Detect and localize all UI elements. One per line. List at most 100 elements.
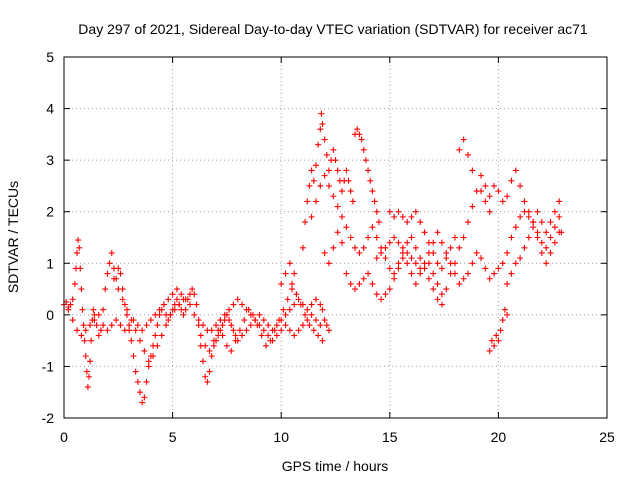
- data-point: [493, 332, 500, 339]
- data-point: [117, 270, 124, 277]
- data-point: [312, 296, 319, 303]
- data-point: [297, 301, 304, 308]
- data-point: [145, 363, 152, 370]
- data-point: [491, 342, 498, 349]
- data-point: [330, 244, 337, 251]
- data-point: [97, 327, 104, 334]
- data-point: [354, 126, 361, 133]
- y-tick-label: 1: [46, 255, 54, 271]
- data-point: [323, 322, 330, 329]
- data-point: [156, 306, 163, 313]
- y-tick-label: 4: [46, 101, 54, 117]
- data-point: [349, 198, 356, 205]
- data-point: [391, 275, 398, 282]
- data-point: [141, 347, 148, 354]
- data-point: [126, 322, 133, 329]
- data-point: [318, 110, 325, 117]
- data-point: [339, 239, 346, 246]
- data-point: [271, 327, 278, 334]
- data-point: [325, 167, 332, 174]
- data-point: [369, 188, 376, 195]
- data-point: [456, 280, 463, 287]
- data-point: [547, 249, 554, 256]
- data-point: [486, 275, 493, 282]
- data-point: [315, 332, 322, 339]
- data-point: [308, 311, 315, 318]
- data-point: [267, 337, 274, 344]
- data-point: [339, 213, 346, 220]
- data-point: [412, 244, 419, 251]
- data-point: [460, 275, 467, 282]
- data-point: [226, 306, 233, 313]
- data-point: [525, 234, 532, 241]
- data-point: [291, 301, 298, 308]
- y-tick-label: 5: [46, 49, 54, 65]
- data-point: [538, 239, 545, 246]
- data-point: [417, 219, 424, 226]
- data-point: [443, 249, 450, 256]
- data-point: [308, 167, 315, 174]
- data-point: [278, 280, 285, 287]
- data-point: [360, 146, 367, 153]
- data-point: [82, 327, 89, 334]
- data-point: [82, 353, 89, 360]
- data-point: [469, 203, 476, 210]
- data-point: [508, 177, 515, 184]
- data-point: [464, 219, 471, 226]
- data-point: [213, 322, 220, 329]
- data-point: [352, 244, 359, 251]
- data-point: [373, 291, 380, 298]
- data-point: [438, 291, 445, 298]
- data-point: [230, 327, 237, 334]
- x-tick-label: 0: [60, 429, 68, 445]
- data-point: [443, 255, 450, 262]
- data-point: [317, 126, 324, 133]
- data-point: [123, 306, 130, 313]
- data-point: [360, 244, 367, 251]
- data-point: [534, 208, 541, 215]
- data-point: [360, 275, 367, 282]
- data-point: [117, 322, 124, 329]
- data-point: [399, 213, 406, 220]
- data-point: [202, 373, 209, 380]
- data-point: [339, 188, 346, 195]
- data-point: [447, 260, 454, 267]
- data-point: [508, 234, 515, 241]
- data-point: [373, 208, 380, 215]
- data-point: [67, 301, 74, 308]
- data-point: [176, 301, 183, 308]
- data-point: [512, 260, 519, 267]
- data-point: [315, 141, 322, 148]
- data-point: [399, 244, 406, 251]
- data-point: [347, 188, 354, 195]
- data-point: [517, 182, 524, 189]
- data-point: [243, 327, 250, 334]
- data-point: [325, 260, 332, 267]
- data-point: [504, 249, 511, 256]
- data-point: [530, 224, 537, 231]
- data-point: [430, 249, 437, 256]
- data-point: [84, 384, 91, 391]
- data-point: [93, 322, 100, 329]
- data-point: [282, 270, 289, 277]
- y-axis-label: SDTVAR / TECUs: [5, 181, 21, 293]
- data-point: [302, 219, 309, 226]
- data-point: [106, 260, 113, 267]
- data-point: [110, 275, 117, 282]
- data-point: [308, 213, 315, 220]
- data-point: [258, 332, 265, 339]
- data-point: [306, 182, 313, 189]
- data-point: [369, 224, 376, 231]
- data-point: [254, 322, 261, 329]
- data-point: [200, 358, 207, 365]
- data-point: [434, 280, 441, 287]
- data-point: [104, 327, 111, 334]
- data-point: [239, 332, 246, 339]
- data-point: [497, 327, 504, 334]
- data-point: [100, 322, 107, 329]
- x-tick-label: 25: [599, 429, 615, 445]
- data-point: [79, 306, 86, 313]
- data-point: [295, 327, 302, 334]
- data-point: [365, 234, 372, 241]
- data-point: [260, 327, 267, 334]
